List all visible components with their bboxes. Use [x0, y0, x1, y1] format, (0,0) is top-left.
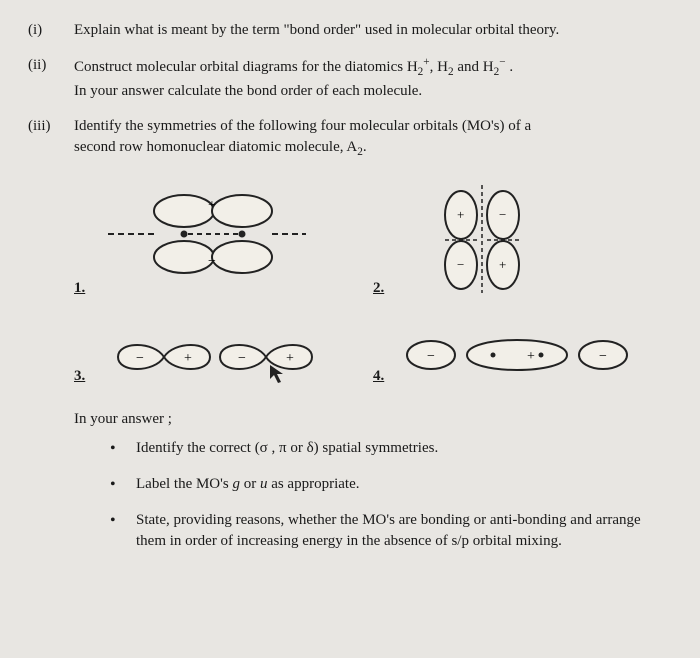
diagram-1: 1. + −	[74, 179, 373, 299]
roman-i: (i)	[28, 20, 74, 41]
svg-text:+: +	[184, 351, 192, 366]
bullet-dot-icon: •	[110, 474, 136, 496]
question-ii: (ii) Construct molecular orbital diagram…	[28, 55, 672, 102]
orbital-4-svg: − + −	[397, 327, 637, 383]
text-ii: Construct molecular orbital diagrams for…	[74, 55, 672, 102]
orbital-3-svg: − + − +	[98, 327, 328, 387]
bullet-2-text: Label the MO's g or u as appropriate.	[136, 474, 359, 496]
roman-iii: (iii)	[28, 116, 74, 161]
svg-text:−: −	[136, 351, 144, 366]
bullet-3-text: State, providing reasons, whether the MO…	[136, 510, 672, 552]
svg-text:−: −	[499, 207, 506, 222]
diagram-2: 2. + − − +	[373, 179, 672, 299]
svg-text:+: +	[286, 351, 294, 366]
svg-text:+: +	[527, 349, 535, 364]
svg-text:−: −	[599, 349, 607, 364]
svg-text:+: +	[457, 207, 464, 222]
question-iii: (iii) Identify the symmetries of the fol…	[28, 116, 672, 161]
orbital-2-svg: + − − +	[397, 179, 567, 299]
bullet-1: • Identify the correct (σ , π or δ) spat…	[110, 438, 672, 460]
diagram-4: 4. − + −	[373, 327, 672, 387]
text-i: Explain what is meant by the term "bond …	[74, 20, 672, 41]
bullet-dot-icon: •	[110, 510, 136, 552]
answer-header: In your answer ;	[74, 409, 672, 430]
svg-text:−: −	[238, 351, 246, 366]
svg-text:−: −	[457, 257, 464, 272]
svg-text:+: +	[499, 257, 506, 272]
diagram-3: 3. − + − +	[74, 327, 373, 387]
svg-text:−: −	[208, 254, 216, 269]
bullet-1-text: Identify the correct (σ , π or δ) spatia…	[136, 438, 438, 460]
svg-text:+: +	[208, 198, 216, 213]
text-iii: Identify the symmetries of the following…	[74, 116, 672, 161]
orbital-1-svg: + −	[98, 179, 308, 289]
bullet-dot-icon: •	[110, 438, 136, 460]
roman-ii: (ii)	[28, 55, 74, 102]
diagram-grid: 1. + − 2. + − − +	[74, 179, 672, 387]
svg-text:−: −	[427, 349, 435, 364]
bullet-3: • State, providing reasons, whether the …	[110, 510, 672, 552]
question-i: (i) Explain what is meant by the term "b…	[28, 20, 672, 41]
bullet-list: • Identify the correct (σ , π or δ) spat…	[110, 438, 672, 553]
bullet-2: • Label the MO's g or u as appropriate.	[110, 474, 672, 496]
